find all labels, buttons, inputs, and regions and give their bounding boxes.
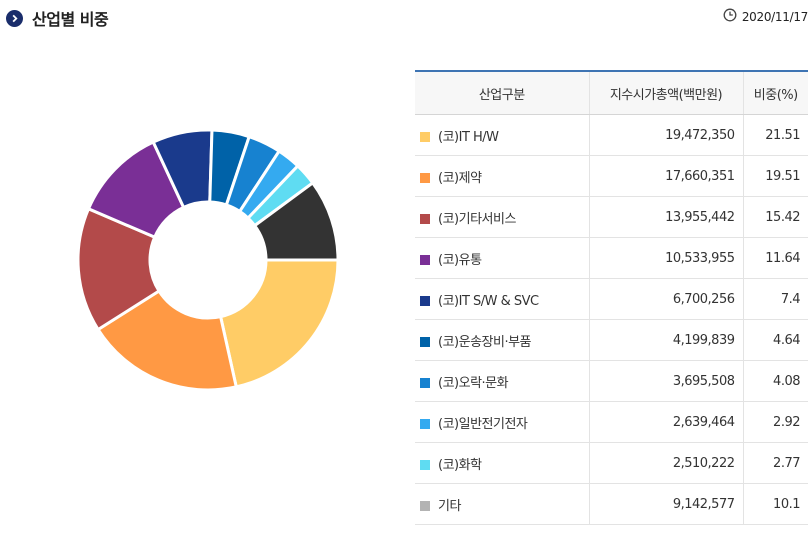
date-label: 2020/11/17 xyxy=(741,9,808,24)
weight-cell: 4.64 xyxy=(742,319,808,361)
market-cap-cell: 13,955,442 xyxy=(588,196,743,238)
market-cap-cell: 19,472,350 xyxy=(588,114,743,156)
industry-name: (코)화학 xyxy=(438,457,482,473)
legend-swatch xyxy=(420,459,430,470)
legend-swatch xyxy=(420,172,430,183)
industry-name: (코)기타서비스 xyxy=(438,211,516,227)
table-row: (코)기타서비스 13,955,442 15.42 xyxy=(415,196,808,238)
legend-swatch xyxy=(420,500,430,511)
legend-swatch xyxy=(420,295,430,306)
legend-swatch xyxy=(420,377,430,388)
industry-cell: (코)제약 xyxy=(415,155,589,197)
table-row: (코)화학 2,510,222 2.77 xyxy=(415,442,808,484)
legend-swatch xyxy=(420,418,430,429)
market-cap-cell: 10,533,955 xyxy=(588,237,743,279)
section-header: 산업별 비중 2020/11/17 xyxy=(0,0,808,36)
industry-cell: (코)유통 xyxy=(415,237,589,279)
weight-cell: 19.51 xyxy=(742,155,808,197)
weight-cell: 2.77 xyxy=(742,442,808,484)
industry-name: 기타 xyxy=(438,498,461,514)
weight-cell: 11.64 xyxy=(742,237,808,279)
weight-cell: 4.08 xyxy=(742,360,808,402)
weight-cell: 7.4 xyxy=(742,278,808,320)
header-market-cap: 지수시가총액(백만원) xyxy=(588,70,743,115)
donut-slice[interactable] xyxy=(252,180,340,262)
industry-cell: (코)화학 xyxy=(415,442,589,484)
chevron-right-circle-icon xyxy=(6,9,23,27)
table-header-row: 산업구분 지수시가총액(백만원) 비중(%) xyxy=(415,70,808,115)
industry-name: (코)운송장비·부품 xyxy=(438,334,532,350)
weight-cell: 2.92 xyxy=(742,401,808,443)
legend-swatch xyxy=(420,336,430,347)
industry-cell: (코)IT H/W xyxy=(415,114,589,156)
weight-cell: 10.1 xyxy=(742,483,808,525)
industry-name: (코)IT H/W xyxy=(438,129,499,145)
market-cap-cell: 6,700,256 xyxy=(588,278,743,320)
donut-slice[interactable] xyxy=(96,288,239,392)
header-weight: 비중(%) xyxy=(742,70,808,115)
table-row: (코)IT S/W & SVC 6,700,256 7.4 xyxy=(415,278,808,320)
table-row: (코)일반전기전자 2,639,464 2.92 xyxy=(415,401,808,443)
title-group: 산업별 비중 xyxy=(6,6,109,30)
legend-swatch xyxy=(420,213,430,224)
industry-cell: (코)오락·문화 xyxy=(415,360,589,402)
header-industry: 산업구분 xyxy=(415,70,589,115)
table-row: (코)제약 17,660,351 19.51 xyxy=(415,155,808,197)
donut-slice[interactable] xyxy=(76,206,162,332)
weight-cell: 15.42 xyxy=(742,196,808,238)
date-group: 2020/11/17 xyxy=(723,7,808,26)
market-cap-cell: 2,510,222 xyxy=(588,442,743,484)
market-cap-cell: 2,639,464 xyxy=(588,401,743,443)
market-cap-cell: 3,695,508 xyxy=(588,360,743,402)
industry-name: (코)IT S/W & SVC xyxy=(438,293,539,309)
donut-slice[interactable] xyxy=(218,258,340,389)
table-row: (코)운송장비·부품 4,199,839 4.64 xyxy=(415,319,808,361)
industry-cell: (코)일반전기전자 xyxy=(415,401,589,443)
table-row: 기타 9,142,577 10.1 xyxy=(415,483,808,525)
industry-name: (코)유통 xyxy=(438,252,482,268)
legend-swatch xyxy=(420,131,430,142)
clock-icon xyxy=(723,7,737,26)
market-cap-cell: 4,199,839 xyxy=(588,319,743,361)
industry-cell: (코)IT S/W & SVC xyxy=(415,278,589,320)
table-row: (코)유통 10,533,955 11.64 xyxy=(415,237,808,279)
industry-weight-table: 산업구분 지수시가총액(백만원) 비중(%) (코)IT H/W 19,472,3… xyxy=(415,70,808,525)
market-cap-cell: 17,660,351 xyxy=(588,155,743,197)
industry-name: (코)제약 xyxy=(438,170,482,186)
page-title: 산업별 비중 xyxy=(32,10,109,29)
market-cap-cell: 9,142,577 xyxy=(588,483,743,525)
legend-swatch xyxy=(420,254,430,265)
industry-cell: (코)기타서비스 xyxy=(415,196,589,238)
weight-cell: 21.51 xyxy=(742,114,808,156)
industry-name: (코)일반전기전자 xyxy=(438,416,528,432)
table-row: (코)오락·문화 3,695,508 4.08 xyxy=(415,360,808,402)
industry-donut-chart xyxy=(76,128,340,392)
industry-name: (코)오락·문화 xyxy=(438,375,509,391)
table-row: (코)IT H/W 19,472,350 21.51 xyxy=(415,114,808,156)
industry-cell: (코)운송장비·부품 xyxy=(415,319,589,361)
industry-cell: 기타 xyxy=(415,483,589,525)
